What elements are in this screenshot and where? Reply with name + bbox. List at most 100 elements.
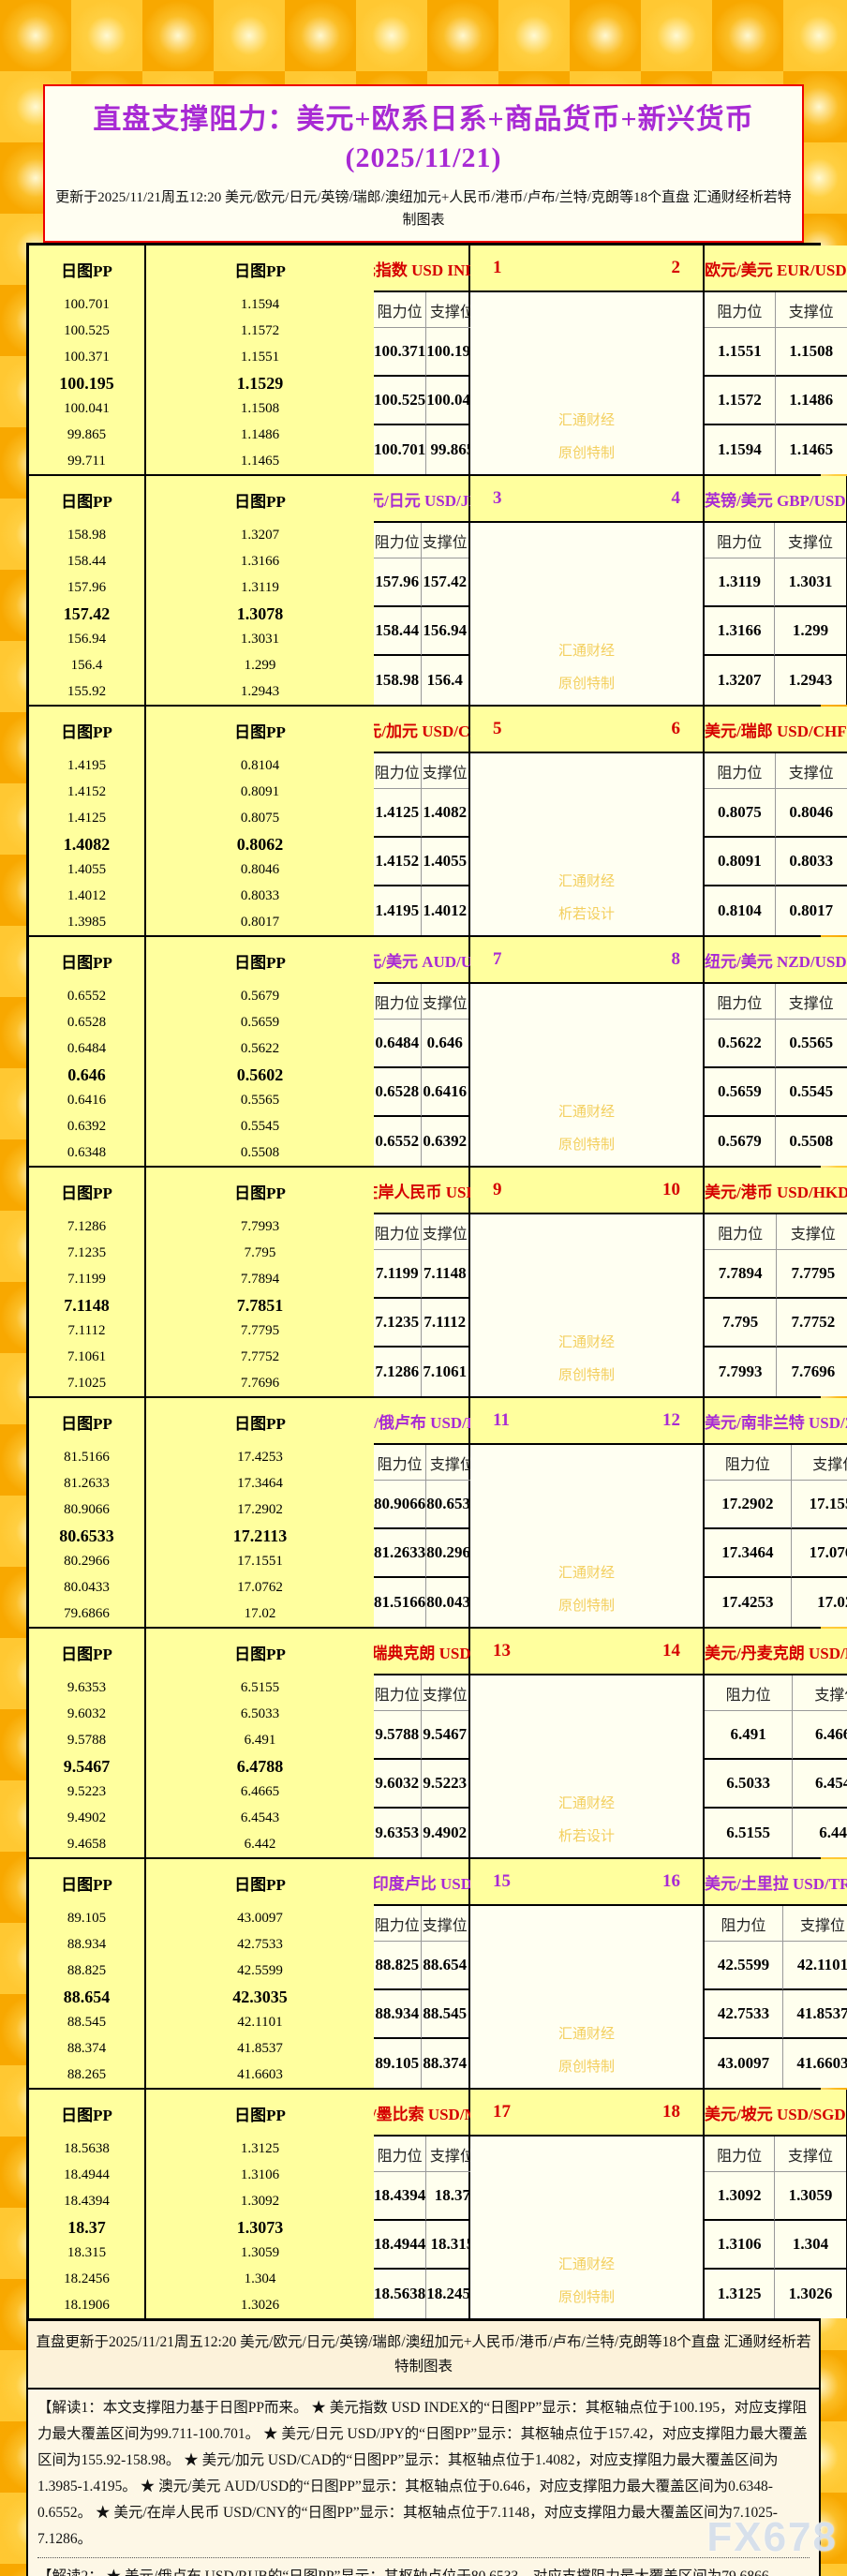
- daily-pp-label: 日图PP: [61, 1414, 112, 1433]
- pp-value: 7.1025: [67, 1375, 107, 1391]
- daily-pp-column-right: 日图PP 6.5155 6.5033 6.491 6.4788 6.4665 6…: [146, 1629, 374, 1857]
- resistance-header: 阻力位: [374, 523, 422, 558]
- support-value: 6.4665: [793, 1711, 847, 1760]
- sequence-numbers: 5 6: [470, 707, 705, 753]
- daily-pp-column-left: 日图PP 0.6552 0.6528 0.6484 0.646 0.6416 0…: [29, 937, 146, 1166]
- pp-value: 0.6552: [67, 989, 107, 1005]
- resistance-value: 158.98: [374, 656, 422, 705]
- pp-value: 9.4902: [67, 1809, 107, 1825]
- support-value: 17.02: [817, 1593, 847, 1611]
- pp-value: 156.4: [70, 657, 103, 673]
- support-value: 100.195: [426, 328, 479, 377]
- resistance-header: 阻力位: [374, 753, 422, 789]
- resistance-header: 阻力位: [374, 1675, 422, 1711]
- pp-value: 17.0762: [237, 1579, 283, 1595]
- watermark-cell: 汇通财经 原创特制: [470, 984, 705, 1166]
- pair-block: 日图PP 158.98 158.44 157.96 157.42 156.94 …: [29, 476, 847, 707]
- resistance-value: 43.0097: [705, 2039, 783, 2088]
- resistance-header: 阻力位: [374, 1906, 422, 1942]
- support-value: 7.1061: [423, 1362, 468, 1380]
- resistance-value: 100.701: [374, 425, 427, 474]
- pp-value: 6.442: [244, 1836, 276, 1852]
- daily-pp-label: 日图PP: [61, 1645, 112, 1663]
- support-value: 6.4543: [793, 1760, 847, 1809]
- site-watermark-line1: 汇通财经: [557, 1566, 615, 1581]
- pp-value: 1.3092: [240, 2193, 280, 2209]
- pp-value: 6.4543: [240, 1809, 280, 1825]
- resistance-value: 158.44: [374, 607, 422, 656]
- pp-pivot-value: 1.4082: [63, 834, 111, 854]
- resistance-value: 1.3166: [705, 607, 776, 656]
- resistance-value: 81.5166: [374, 1578, 427, 1627]
- watermark-cell: 汇通财经 原创特制: [470, 1214, 705, 1396]
- resistance-value: 18.5638: [374, 2270, 427, 2318]
- daily-pp-column-right: 日图PP 17.4253 17.3464 17.2902 17.2113 17.…: [146, 1398, 374, 1627]
- pair-header-right: 美元/土里拉 USD/TRY: [705, 1859, 847, 1906]
- site-watermark-line2: 析若设计: [557, 907, 615, 922]
- support-value: 1.1465: [789, 440, 834, 458]
- support-value: 0.5508: [789, 1132, 834, 1150]
- support-value: 1.304: [775, 2221, 846, 2270]
- pp-value: 0.6528: [67, 1015, 107, 1031]
- pair-header-right: 美元/港币 USD/HKD: [705, 1168, 847, 1214]
- support-value: 1.3059: [775, 2172, 846, 2221]
- daily-pp-column-right: 日图PP 1.1594 1.1572 1.1551 1.1529 1.1508 …: [146, 246, 374, 474]
- pp-value: 7.7795: [240, 1323, 280, 1339]
- pp-value: 100.701: [64, 297, 110, 313]
- daily-pp-label: 日图PP: [61, 1184, 112, 1202]
- support-value: 1.299: [775, 607, 846, 656]
- pp-value: 17.1551: [237, 1554, 283, 1570]
- pp-value: 1.1508: [240, 401, 280, 417]
- pp-value: 7.7993: [240, 1219, 280, 1235]
- support-header: 支撑位: [777, 1214, 847, 1250]
- site-watermark-line1: 汇通财经: [557, 1105, 615, 1120]
- watermark-cell: 汇通财经 析若设计: [470, 1675, 705, 1857]
- pp-value: 43.0097: [237, 1911, 283, 1927]
- support-value: 1.4082: [421, 789, 468, 838]
- daily-pp-column-right: 日图PP 1.3125 1.3106 1.3092 1.3073 1.3059 …: [146, 2090, 374, 2318]
- pp-value: 0.8017: [240, 914, 280, 930]
- pp-pivot-value: 7.1148: [64, 1295, 110, 1315]
- pair-block: 日图PP 100.701 100.525 100.371 100.195 100…: [29, 246, 847, 476]
- pp-value: 0.5679: [240, 989, 280, 1005]
- site-watermark-line2: 原创特制: [557, 677, 615, 692]
- support-value: 157.42: [421, 558, 468, 607]
- pp-value: 158.98: [67, 528, 107, 543]
- resistance-value: 0.5659: [705, 1068, 776, 1117]
- sequence-number: 13: [493, 1641, 511, 1660]
- pp-value: 0.8104: [240, 758, 280, 774]
- daily-pp-column-left: 日图PP 81.5166 81.2633 80.9066 80.6533 80.…: [29, 1398, 146, 1627]
- resistance-value: 7.795: [705, 1299, 778, 1348]
- pp-value: 1.4012: [67, 887, 107, 903]
- resistance-header: 阻力位: [705, 984, 776, 1020]
- resistance-value: 0.5679: [705, 1117, 776, 1166]
- resistance-value: 0.8075: [705, 789, 776, 838]
- pp-value: 1.3026: [240, 2297, 280, 2313]
- support-header: 支撑位: [421, 984, 468, 1020]
- daily-pp-column-right: 日图PP 0.5679 0.5659 0.5622 0.5602 0.5565 …: [146, 937, 374, 1166]
- resistance-value: 18.4944: [374, 2221, 427, 2270]
- daily-pp-values: 0.8104 0.8091 0.8075 0.8062 0.8046 0.803…: [146, 753, 374, 935]
- support-value: 100.041: [426, 377, 479, 425]
- levels-table-left: 阻力位 支撑位 9.5788 9.5467 9.6032 9.5223 9.63…: [374, 1675, 470, 1857]
- pp-value: 1.3985: [67, 914, 107, 930]
- support-header: 支撑位: [793, 1675, 847, 1711]
- pp-value: 89.105: [67, 1911, 107, 1927]
- daily-pp-label: 日图PP: [234, 261, 286, 280]
- daily-pp-values: 81.5166 81.2633 80.9066 80.6533 80.2966 …: [29, 1445, 144, 1627]
- daily-pp-label: 日图PP: [61, 1875, 112, 1894]
- support-value: 9.5223: [421, 1760, 468, 1809]
- daily-pp-label: 日图PP: [61, 492, 112, 511]
- pp-value: 80.2966: [64, 1554, 110, 1570]
- levels-table-left: 阻力位 支撑位 18.4394 18.37 18.4944 18.315 18.…: [374, 2137, 479, 2318]
- pp-value: 1.3166: [240, 554, 280, 570]
- sequence-number: 7: [493, 949, 502, 969]
- pp-value: 7.1286: [67, 1219, 107, 1235]
- site-watermark-line2: 原创特制: [557, 1368, 615, 1383]
- pp-value: 0.8033: [240, 887, 280, 903]
- support-value: 7.7795: [777, 1250, 847, 1299]
- pair-block: 日图PP 0.6552 0.6528 0.6484 0.646 0.6416 0…: [29, 937, 847, 1168]
- pair-block: 日图PP 1.4195 1.4152 1.4125 1.4082 1.4055 …: [29, 707, 847, 937]
- pair-header-left: 美元/俄卢布 USD/RUB: [342, 1398, 500, 1445]
- pp-value: 0.8091: [240, 784, 280, 800]
